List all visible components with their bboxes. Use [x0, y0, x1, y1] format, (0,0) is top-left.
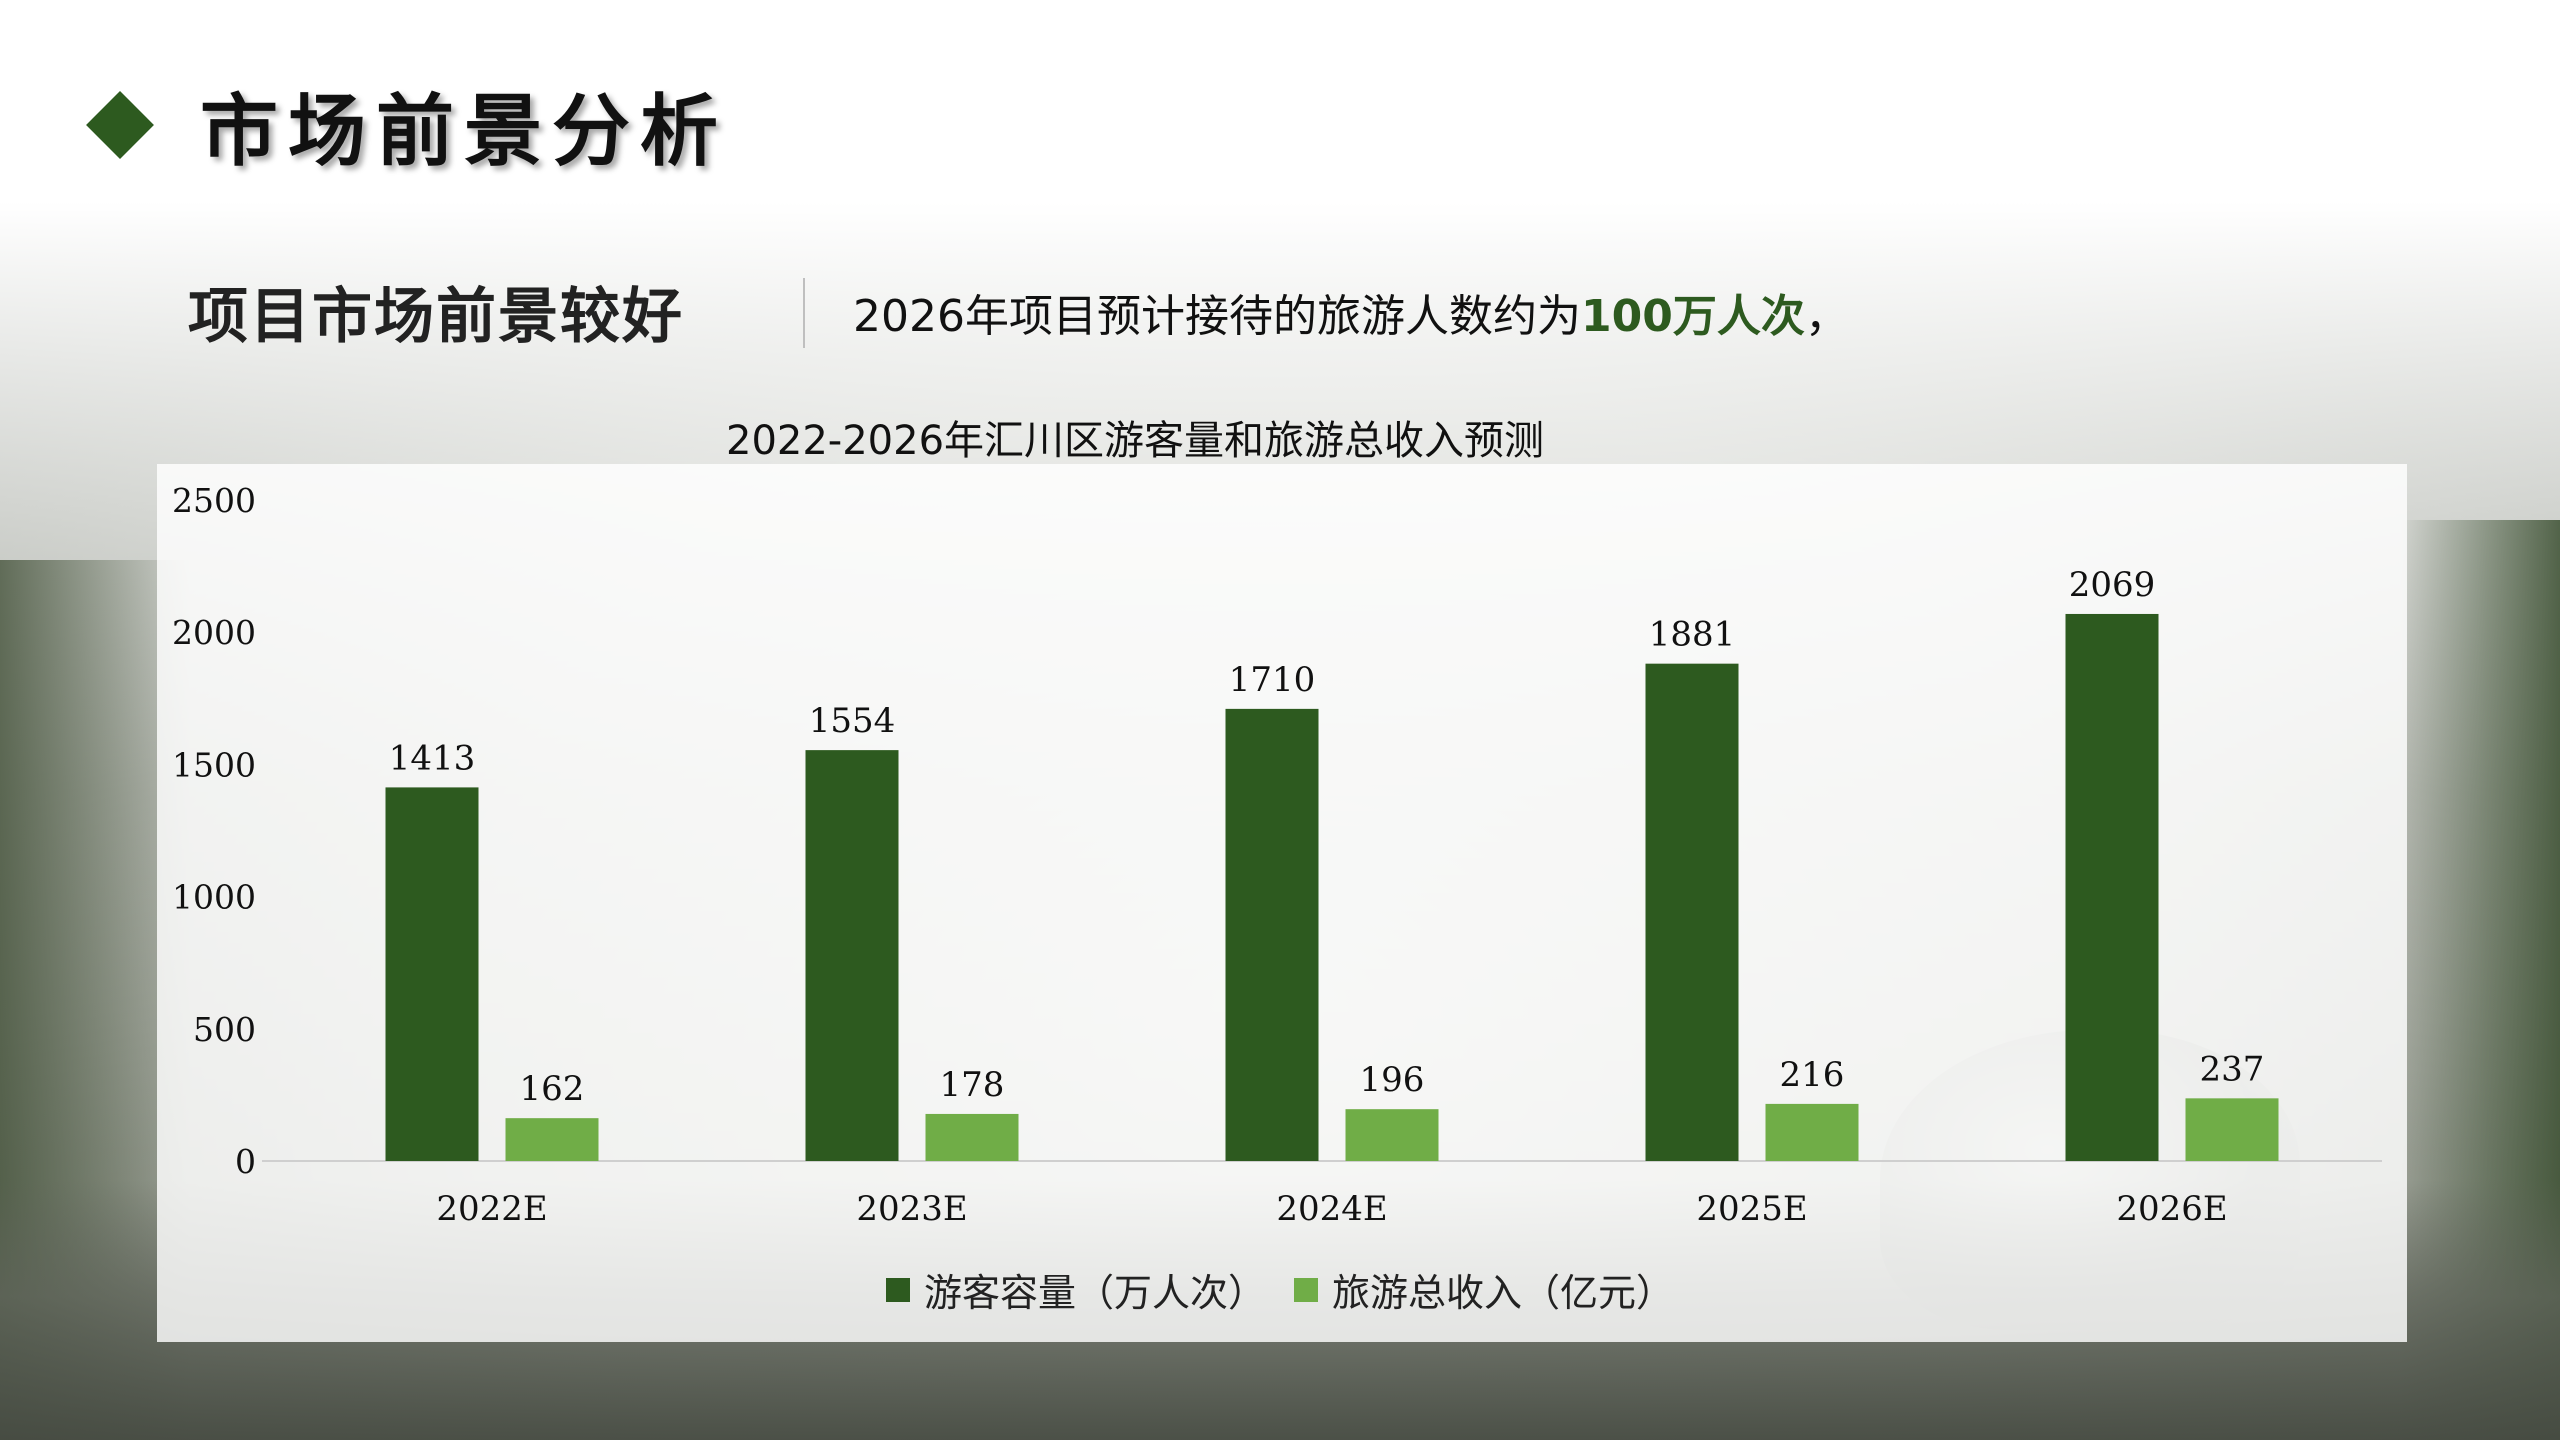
bar-series-1 [2065, 613, 2159, 1161]
data-label: 1554 [809, 701, 896, 741]
data-label: 1413 [389, 738, 476, 778]
desc-suffix: ， [1804, 291, 1849, 342]
chart-title: 2022-2026年汇川区游客量和旅游总收入预测 [726, 418, 1545, 464]
data-label: 196 [1360, 1060, 1425, 1100]
y-tick-label: 2500 [172, 481, 256, 520]
legend-swatch [1294, 1277, 1318, 1302]
y-tick-label: 1500 [172, 745, 256, 784]
y-tick-label: 500 [193, 1010, 256, 1049]
section-subtitle: 项目市场前景较好 [188, 282, 684, 352]
desc-highlight: 100万人次 [1580, 291, 1805, 342]
bar-series-2 [505, 1118, 599, 1161]
data-label: 216 [1780, 1055, 1845, 1095]
desc-prefix: 2026年项目预计接待的旅游人数约为 [853, 291, 1581, 342]
x-tick-label: 2023E [856, 1189, 967, 1229]
vertical-divider [803, 278, 805, 348]
data-label: 2069 [2069, 565, 2156, 605]
bar-series-1 [805, 750, 899, 1161]
bar-series-2 [1345, 1109, 1439, 1161]
y-tick-label: 0 [235, 1142, 256, 1181]
y-tick-label: 2000 [172, 613, 256, 652]
chart-legend: 游客容量（万人次） 旅游总收入（亿元） [0, 1262, 2560, 1317]
x-tick-label: 2024E [1276, 1189, 1387, 1229]
bar-series-2 [1765, 1103, 1859, 1161]
bar-series-2 [925, 1113, 1019, 1161]
bar-series-1 [385, 787, 479, 1161]
x-tick-label: 2026E [2116, 1189, 2227, 1229]
y-tick-label: 1000 [172, 878, 256, 917]
legend-swatch [885, 1277, 910, 1302]
data-label: 162 [520, 1069, 585, 1109]
page-header: 市场前景分析 [86, 70, 729, 180]
bar-series-2 [2185, 1098, 2279, 1161]
legend-item: 游客容量（万人次） [885, 1262, 1266, 1317]
page-title: 市场前景分析 [200, 86, 729, 177]
bar-series-1 [1225, 708, 1319, 1161]
data-label: 1881 [1649, 615, 1736, 655]
summary-description: 2026年项目预计接待的旅游人数约为100万人次， [853, 280, 1849, 344]
x-tick-label: 2022E [436, 1189, 547, 1229]
data-label: 237 [2200, 1049, 2265, 1089]
data-label: 178 [940, 1065, 1005, 1105]
legend-label: 旅游总收入（亿元） [1332, 1271, 1675, 1315]
data-label: 1710 [1229, 660, 1316, 700]
legend-item: 旅游总收入（亿元） [1294, 1262, 1674, 1317]
x-tick-label: 2025E [1696, 1189, 1807, 1229]
legend-label: 游客容量（万人次） [923, 1271, 1266, 1315]
bar-series-1 [1645, 663, 1739, 1161]
